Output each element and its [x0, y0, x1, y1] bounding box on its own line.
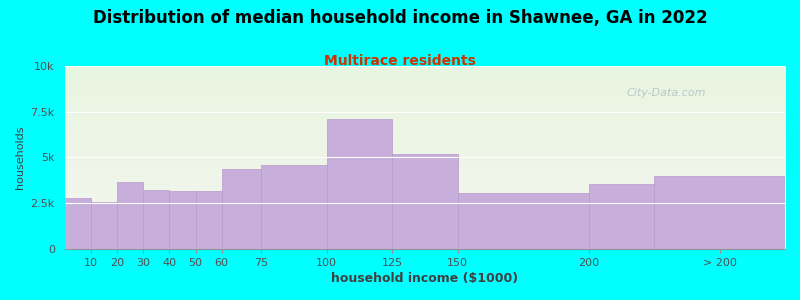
Y-axis label: households: households [15, 126, 25, 189]
Bar [654, 176, 785, 249]
Bar [261, 165, 326, 249]
Bar [589, 184, 654, 249]
Bar [65, 198, 90, 249]
Bar [195, 191, 222, 249]
Bar [392, 154, 458, 249]
Text: Multirace residents: Multirace residents [324, 54, 476, 68]
Bar [170, 191, 195, 249]
Bar [117, 182, 143, 249]
Bar [458, 193, 589, 249]
Text: Distribution of median household income in Shawnee, GA in 2022: Distribution of median household income … [93, 9, 707, 27]
Text: City-Data.com: City-Data.com [626, 88, 706, 98]
Bar [143, 190, 170, 249]
X-axis label: household income ($1000): household income ($1000) [331, 272, 518, 285]
Bar [90, 202, 117, 249]
Bar [326, 119, 392, 249]
Bar [222, 169, 261, 249]
